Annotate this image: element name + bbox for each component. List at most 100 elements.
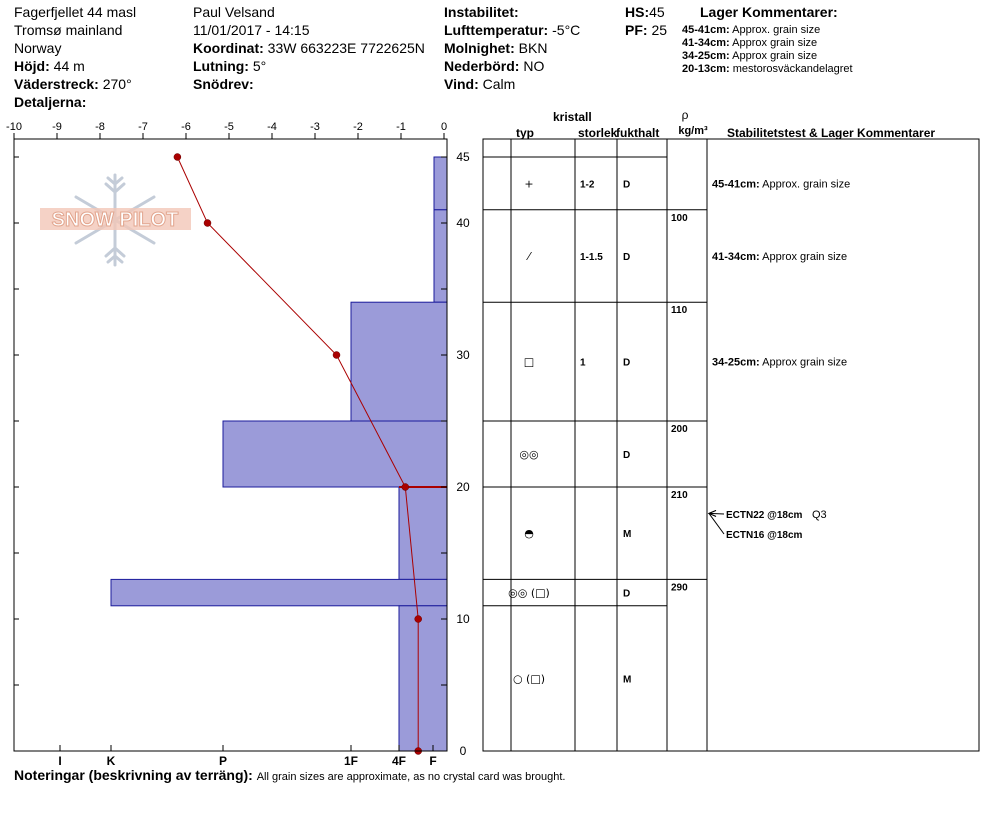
temp-tick-label: -6 xyxy=(181,121,191,133)
temp-tick-label: -7 xyxy=(138,121,148,133)
wetness-value: D xyxy=(623,252,630,263)
temperature-point xyxy=(414,615,422,623)
lufttemp-label: Lufttemperatur: xyxy=(444,22,549,38)
stability-test: ECTN22 @18cm xyxy=(726,510,803,521)
logo-text: SNOW PILOT xyxy=(52,209,179,231)
stability-layer-comment: 45-41cm: Approx. grain size xyxy=(712,178,850,190)
hardness-tick-label: K xyxy=(107,754,116,768)
vind-value: Calm xyxy=(482,76,516,92)
header-fukthalt: fukthalt xyxy=(616,126,659,140)
crystal-size: 1-1.5 xyxy=(580,252,603,263)
comment-text: Approx grain size xyxy=(760,251,847,263)
nederbord-value: NO xyxy=(523,58,545,74)
density-value: 290 xyxy=(671,582,688,593)
stability-arrow xyxy=(708,513,725,535)
wetness-value: D xyxy=(623,179,630,190)
comment-range: 34-25cm: xyxy=(712,357,760,369)
layer-comment-1: 45-41cm: Approx. grain size xyxy=(682,24,821,36)
header-kristall: kristall xyxy=(553,110,592,124)
observer: Paul Velsand xyxy=(193,4,275,20)
koordinat-value: 33W 663223E 7722625N xyxy=(267,40,425,56)
vind-label: Vind: xyxy=(444,76,479,92)
temperature-point xyxy=(401,483,410,491)
hardness-bar-2 xyxy=(433,209,448,303)
temperature-point xyxy=(173,153,182,161)
layer-comment-3: 34-25cm: Approx grain size xyxy=(682,50,818,62)
density-value: 210 xyxy=(671,490,688,501)
molnighet-value: BKN xyxy=(518,40,548,56)
layer-comments-title: Lager Kommentarer: xyxy=(700,4,838,20)
region: Tromsø mainland xyxy=(14,22,123,38)
temperature-profile xyxy=(173,153,447,755)
temp-tick-label: -2 xyxy=(353,121,363,133)
lutning-label: Lutning: xyxy=(193,58,249,74)
notes-label: Noteringar (beskrivning av terräng): xyxy=(14,767,253,783)
hardness-tick-label: P xyxy=(219,754,227,768)
depth-tick-label: 20 xyxy=(456,480,470,494)
comment-text: Approx grain size xyxy=(760,357,847,369)
temp-tick-label: -8 xyxy=(95,121,105,133)
hardness-tick-label: I xyxy=(58,754,61,768)
layer-comment-2: 41-34cm: Approx grain size xyxy=(682,37,818,49)
depth-tick-label: 40 xyxy=(456,216,470,230)
hardness-bar-6 xyxy=(110,578,448,607)
temp-tick-label: 0 xyxy=(441,121,447,133)
square-icon: □ xyxy=(524,356,534,369)
depth-tick-label: 0 xyxy=(460,744,467,758)
comment-text: Approx. grain size xyxy=(760,178,851,190)
hardness-tick-label: 4F xyxy=(392,754,406,768)
half-filled-circle-icon: ◓ xyxy=(524,527,534,540)
wetness-value: M xyxy=(623,529,631,540)
snowpilot-logo: SNOW PILOT xyxy=(38,170,193,270)
lutning-value: 5° xyxy=(252,58,267,74)
stability-test: ECTN16 @18cm xyxy=(726,530,803,541)
stability-arrow xyxy=(708,512,725,515)
detaljerna-label: Detaljerna: xyxy=(14,94,87,110)
snodrev-label: Snödrev: xyxy=(193,76,254,92)
molnighet-label: Molnighet: xyxy=(444,40,515,56)
vaderstreck-label: Väderstreck: xyxy=(14,76,99,92)
temperature-point xyxy=(203,219,212,227)
depth-tick-label: 30 xyxy=(456,348,470,362)
circle-square-icon: ○ (□) xyxy=(513,672,545,685)
wetness-value: D xyxy=(623,589,630,600)
temp-tick-label: -1 xyxy=(396,121,406,133)
vaderstreck-value: 270° xyxy=(102,76,132,92)
hardness-tick-label: 1F xyxy=(344,754,358,768)
hardness-bar-7 xyxy=(398,605,448,752)
notes: Noteringar (beskrivning av terräng): All… xyxy=(14,767,565,786)
depth-tick-label: 45 xyxy=(456,150,470,164)
header-density-unit: kg/m³ xyxy=(678,125,708,137)
stability-test-extra: Q3 xyxy=(812,509,827,521)
double-circle-icon: ◎◎ xyxy=(519,448,538,461)
lufttemp-value: -5°C xyxy=(552,22,581,38)
header-storlek: storlek xyxy=(578,126,618,140)
instabilitet-label: Instabilitet: xyxy=(444,4,519,20)
temp-tick-label: -10 xyxy=(6,121,22,133)
country: Norway xyxy=(14,40,62,56)
comment-range: 41-34cm: xyxy=(712,251,760,263)
location: Fagerfjellet 44 masl xyxy=(14,4,137,20)
temp-tick-label: -5 xyxy=(224,121,234,133)
hardness-bar-3 xyxy=(350,301,448,422)
hardness-bar-4 xyxy=(222,420,448,488)
stability-layer-comment: 41-34cm: Approx grain size xyxy=(712,251,847,263)
chart-frame xyxy=(13,138,448,752)
notes-text: All grain sizes are approximate, as no c… xyxy=(256,771,566,783)
comment-range: 45-41cm: xyxy=(712,178,760,190)
temperature-point xyxy=(332,351,341,359)
temperature-line xyxy=(176,156,419,751)
layer-comment-4: 20-13cm: mestorosväckandelagret xyxy=(682,63,853,75)
header-rho: ρ xyxy=(682,108,689,122)
temp-tick-label: -9 xyxy=(52,121,62,133)
pf-value: 25 xyxy=(651,22,668,38)
temp-tick-label: -4 xyxy=(267,121,277,133)
hardness-tick-label: F xyxy=(429,754,436,768)
depth-tick-label: 10 xyxy=(456,612,470,626)
arrow-head-icon xyxy=(707,509,717,517)
header-stability: Stabilitetstest & Lager Kommentarer xyxy=(727,126,935,140)
header-typ: typ xyxy=(516,126,534,140)
